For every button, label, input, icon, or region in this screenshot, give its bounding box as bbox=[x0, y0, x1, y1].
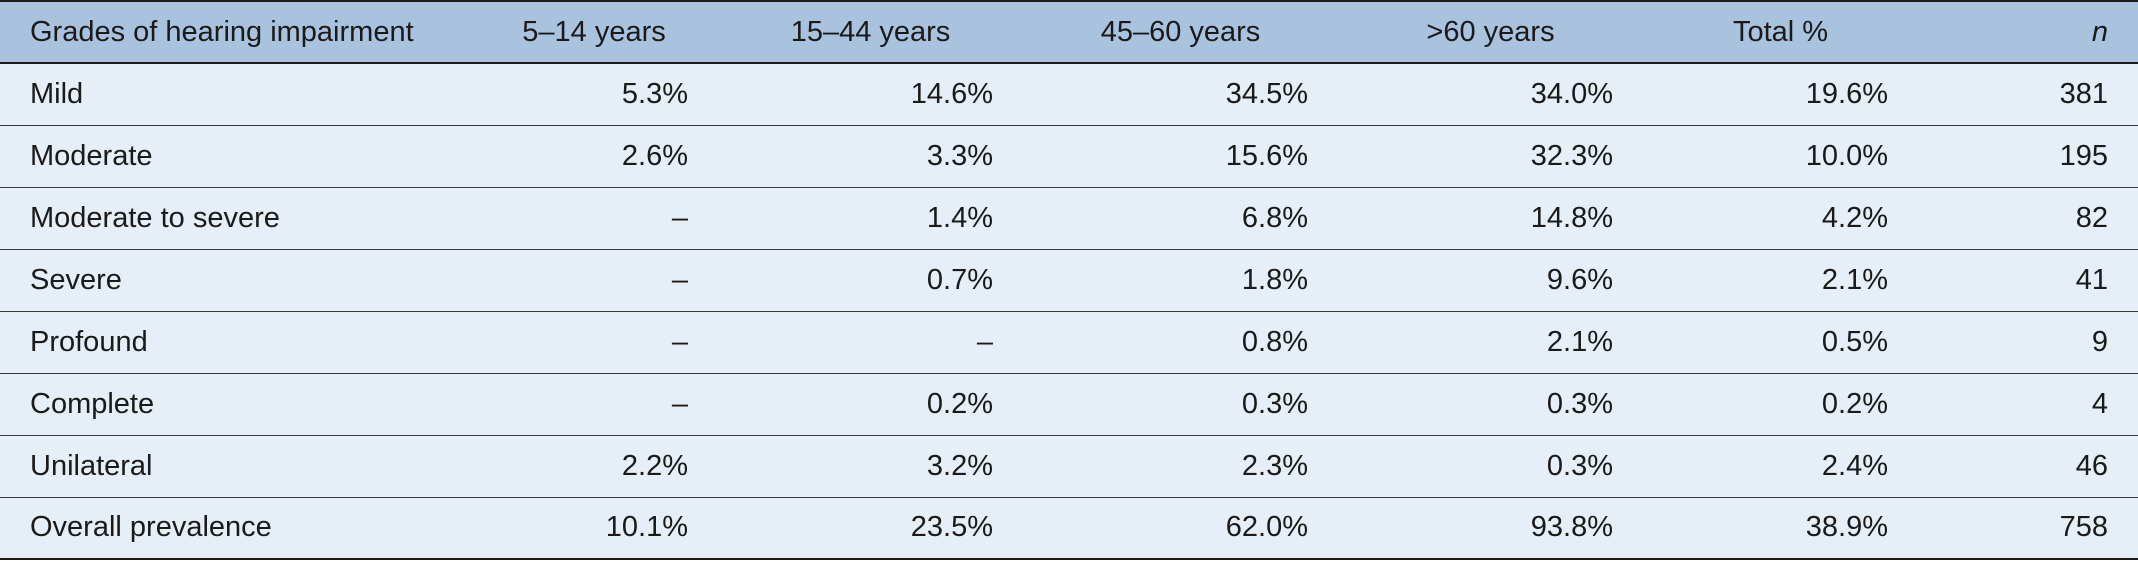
cell-age-15-44: 23.5% bbox=[910, 511, 993, 544]
grade-label: Profound bbox=[30, 325, 148, 358]
cell-age-over-60: 14.8% bbox=[1530, 201, 1613, 234]
header-age-5-14: 5–14 years bbox=[522, 15, 666, 48]
table-row: Complete – 0.2% 0.3% 0.3% 0.2% 4 bbox=[0, 373, 2138, 435]
cell-n: 9 bbox=[2091, 325, 2108, 358]
cell-age-over-60: 9.6% bbox=[1546, 263, 1613, 296]
grade-label: Complete bbox=[30, 387, 155, 420]
cell-age-over-60: 32.3% bbox=[1530, 139, 1613, 172]
cell-n: 41 bbox=[2075, 263, 2108, 296]
cell-total-percent: 19.6% bbox=[1805, 77, 1888, 110]
header-age-over-60: >60 years bbox=[1426, 15, 1555, 48]
cell-age-15-44: 3.2% bbox=[926, 449, 993, 482]
cell-age-over-60: 34.0% bbox=[1530, 77, 1613, 110]
cell-age-over-60: 0.3% bbox=[1546, 387, 1613, 420]
cell-total-percent: 4.2% bbox=[1821, 201, 1888, 234]
cell-age-15-44: – bbox=[976, 325, 993, 358]
cell-age-45-60: 6.8% bbox=[1241, 201, 1308, 234]
table-row: Moderate to severe – 1.4% 6.8% 14.8% 4.2… bbox=[0, 187, 2138, 249]
cell-age-45-60: 15.6% bbox=[1225, 139, 1308, 172]
cell-age-over-60: 2.1% bbox=[1546, 325, 1613, 358]
grade-label: Unilateral bbox=[30, 449, 153, 482]
header-total-percent: Total % bbox=[1732, 15, 1829, 48]
cell-age-15-44: 14.6% bbox=[910, 77, 993, 110]
table-row: Moderate 2.6% 3.3% 15.6% 32.3% 10.0% 195 bbox=[0, 125, 2138, 187]
cell-total-percent: 38.9% bbox=[1805, 511, 1888, 544]
cell-total-percent: 2.1% bbox=[1821, 263, 1888, 296]
cell-age-5-14: 2.2% bbox=[621, 449, 688, 482]
cell-age-45-60: 0.3% bbox=[1241, 387, 1308, 420]
cell-n: 195 bbox=[2059, 139, 2108, 172]
table-row: Mild 5.3% 14.6% 34.5% 34.0% 19.6% 381 bbox=[0, 63, 2138, 125]
table-row-overall: Overall prevalence 10.1% 23.5% 62.0% 93.… bbox=[0, 497, 2138, 559]
cell-total-percent: 2.4% bbox=[1821, 449, 1888, 482]
cell-n: 46 bbox=[2075, 449, 2108, 482]
header-grade: Grades of hearing impairment bbox=[30, 15, 414, 48]
table-header: Grades of hearing impairment 5–14 years … bbox=[0, 1, 2138, 63]
cell-total-percent: 0.2% bbox=[1821, 387, 1888, 420]
header-row: Grades of hearing impairment 5–14 years … bbox=[0, 1, 2138, 63]
cell-total-percent: 10.0% bbox=[1805, 139, 1888, 172]
cell-n: 758 bbox=[2059, 511, 2108, 544]
cell-age-5-14: – bbox=[671, 263, 688, 296]
cell-age-5-14: 10.1% bbox=[605, 511, 688, 544]
table-row: Unilateral 2.2% 3.2% 2.3% 0.3% 2.4% 46 bbox=[0, 435, 2138, 497]
table-body: Mild 5.3% 14.6% 34.5% 34.0% 19.6% 381 Mo… bbox=[0, 63, 2138, 559]
cell-age-15-44: 0.7% bbox=[926, 263, 993, 296]
cell-age-5-14: – bbox=[671, 201, 688, 234]
grade-label: Overall prevalence bbox=[30, 511, 272, 544]
cell-age-5-14: – bbox=[671, 387, 688, 420]
cell-age-15-44: 3.3% bbox=[926, 139, 993, 172]
table-row: Profound – – 0.8% 2.1% 0.5% 9 bbox=[0, 311, 2138, 373]
cell-age-5-14: – bbox=[671, 325, 688, 358]
table-row: Severe – 0.7% 1.8% 9.6% 2.1% 41 bbox=[0, 249, 2138, 311]
header-age-45-60: 45–60 years bbox=[1100, 15, 1261, 48]
grade-label: Severe bbox=[30, 263, 122, 296]
cell-n: 4 bbox=[2091, 387, 2108, 420]
cell-n: 82 bbox=[2075, 201, 2108, 234]
cell-age-45-60: 1.8% bbox=[1241, 263, 1308, 296]
cell-total-percent: 0.5% bbox=[1821, 325, 1888, 358]
cell-age-over-60: 0.3% bbox=[1546, 449, 1613, 482]
cell-n: 381 bbox=[2059, 77, 2108, 110]
grade-label: Moderate to severe bbox=[30, 201, 280, 234]
cell-age-over-60: 93.8% bbox=[1530, 511, 1613, 544]
cell-age-45-60: 2.3% bbox=[1241, 449, 1308, 482]
cell-age-45-60: 34.5% bbox=[1225, 77, 1308, 110]
cell-age-15-44: 1.4% bbox=[926, 201, 993, 234]
cell-age-45-60: 0.8% bbox=[1241, 325, 1308, 358]
cell-age-5-14: 2.6% bbox=[621, 139, 688, 172]
cell-age-45-60: 62.0% bbox=[1225, 511, 1308, 544]
header-age-15-44: 15–44 years bbox=[790, 15, 951, 48]
grade-label: Mild bbox=[30, 77, 84, 110]
header-n: n bbox=[2091, 15, 2108, 48]
cell-age-5-14: 5.3% bbox=[621, 77, 688, 110]
grade-label: Moderate bbox=[30, 139, 153, 172]
cell-age-15-44: 0.2% bbox=[926, 387, 993, 420]
